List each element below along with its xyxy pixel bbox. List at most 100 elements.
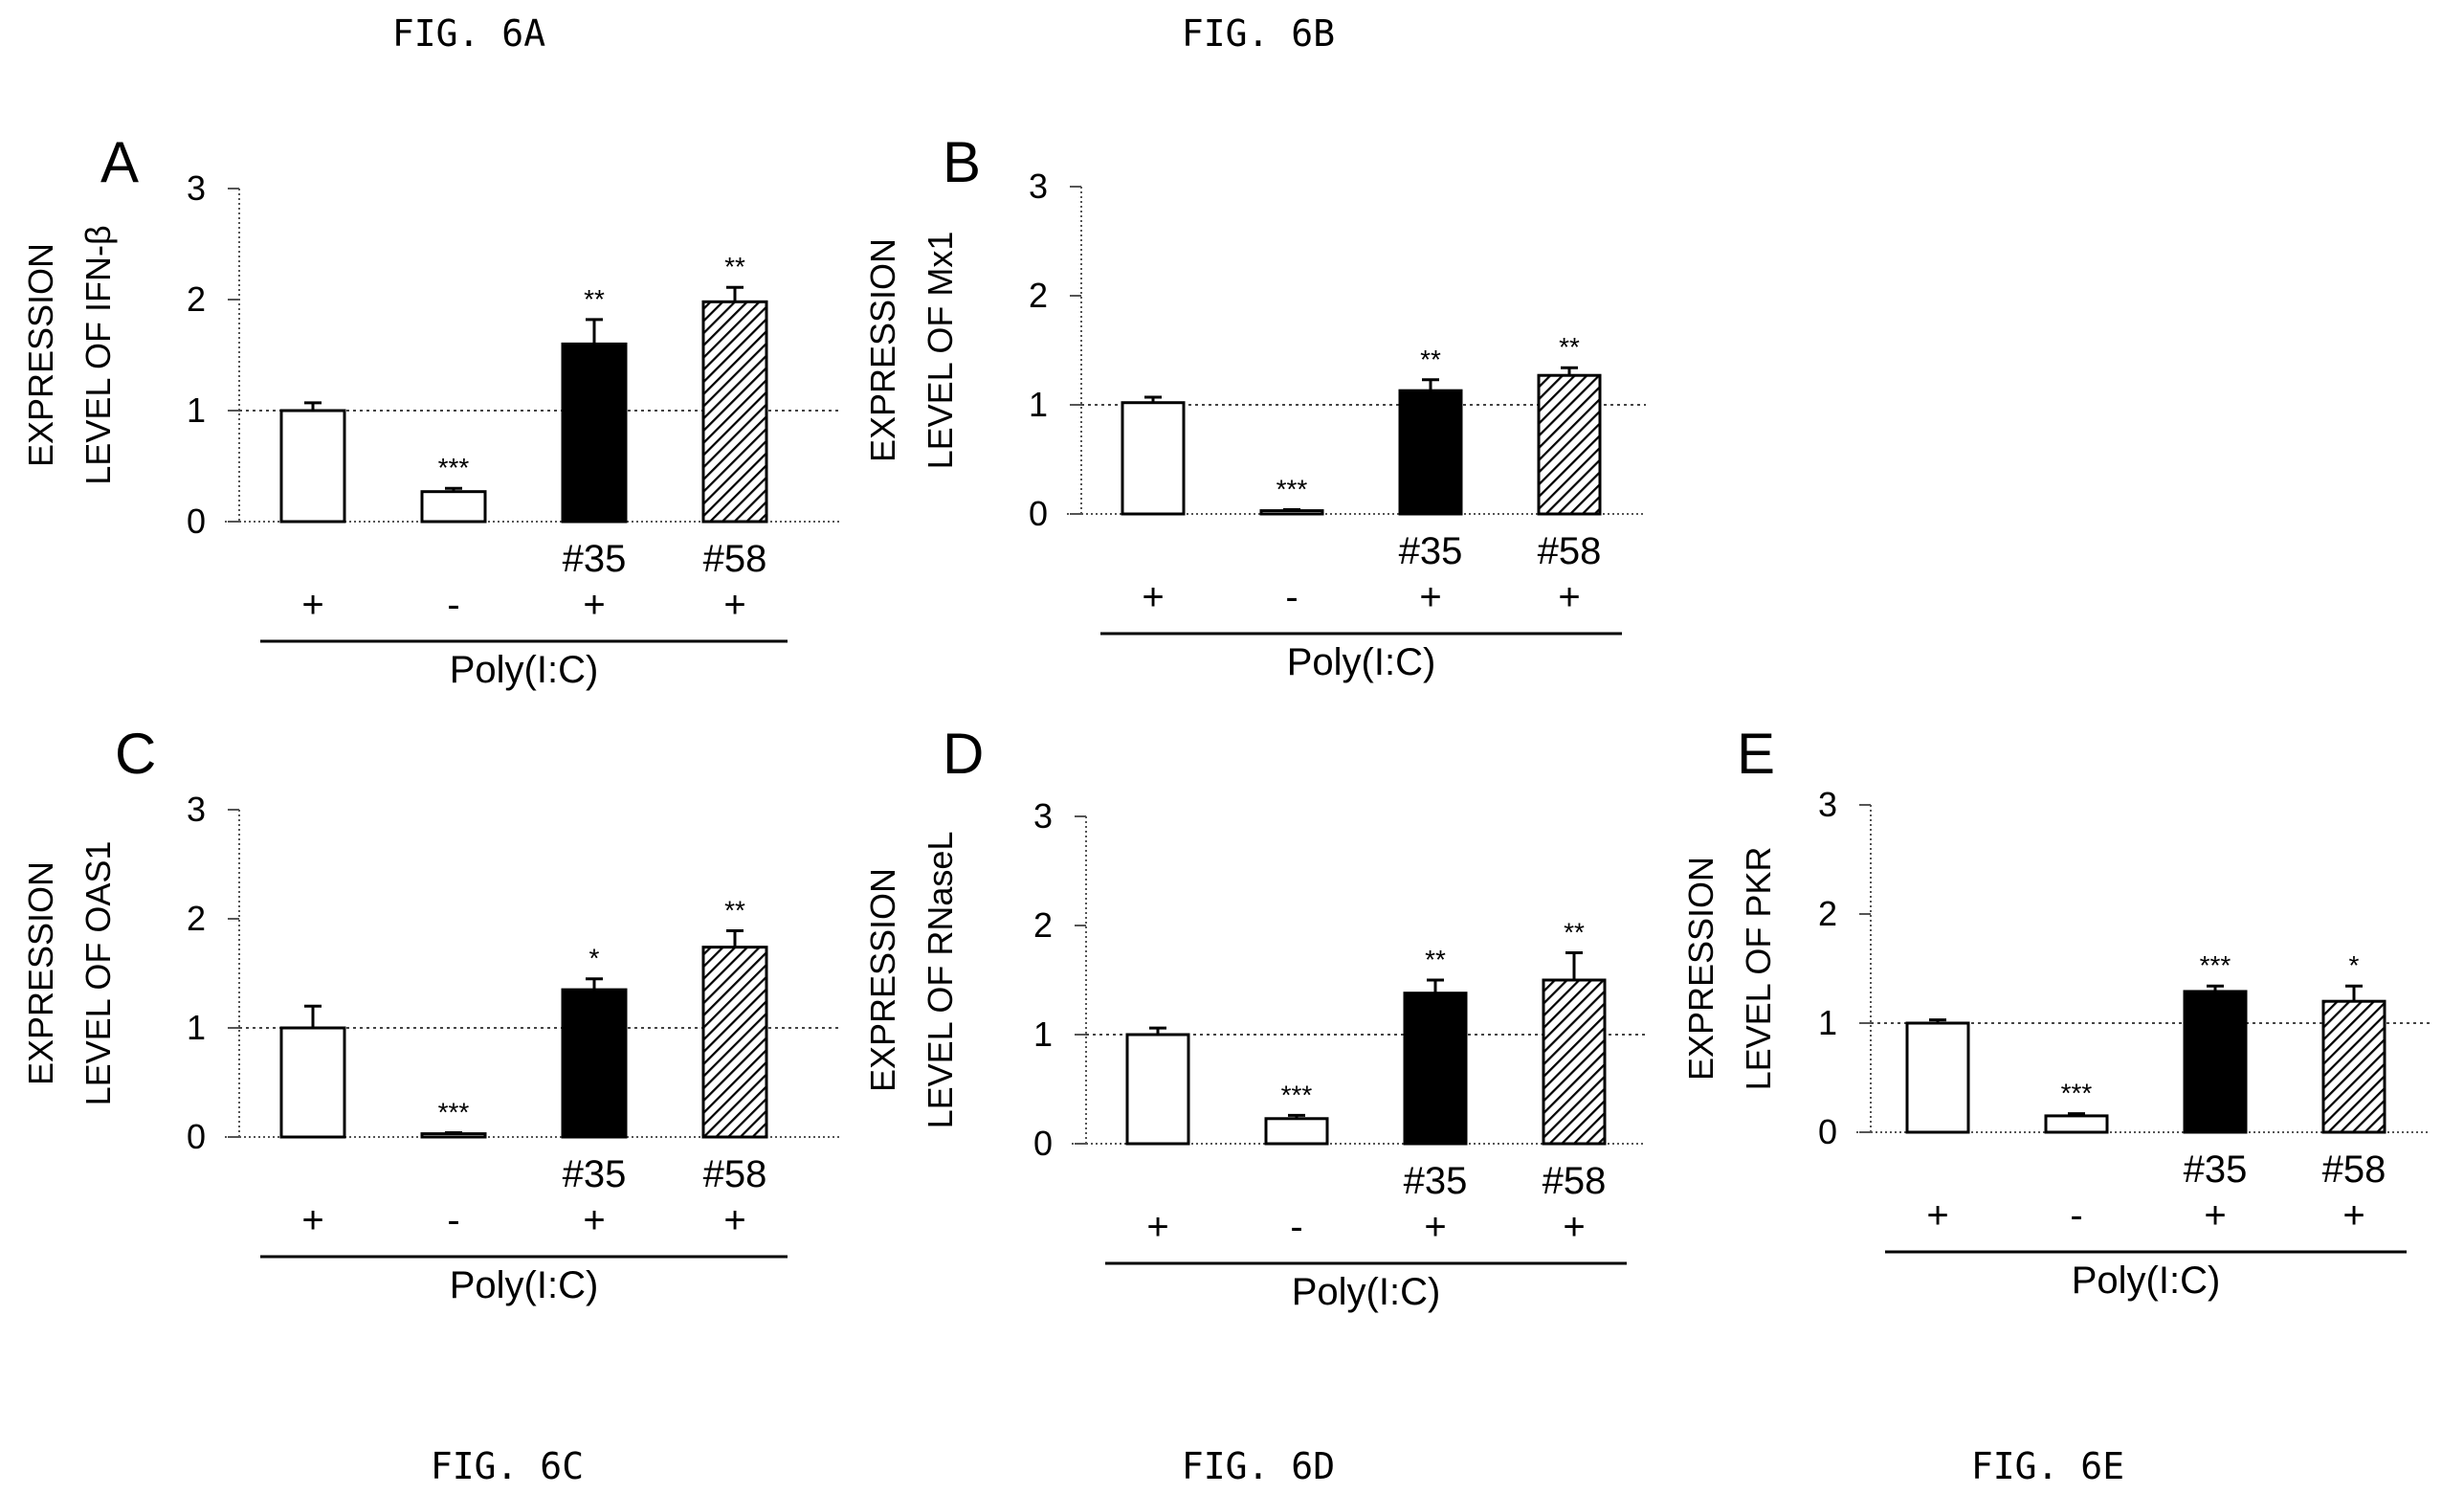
bar	[1403, 992, 1468, 1146]
figure-caption: FIG. 6C	[431, 1445, 584, 1487]
polyic-sign: +	[1424, 1206, 1446, 1248]
significance-label: ***	[2200, 950, 2231, 980]
bar	[1537, 373, 1602, 516]
bar	[1264, 1117, 1329, 1146]
x-axis-title: Poly(I:C)	[1287, 641, 1436, 683]
panel-letter: A	[100, 130, 139, 194]
bar	[701, 300, 768, 524]
polyic-sign: +	[583, 1199, 605, 1241]
y-tick-label: 1	[187, 390, 206, 430]
figure-caption: FIG. 6E	[1971, 1445, 2124, 1487]
y-axis-label: EXPRESSION	[21, 243, 60, 467]
panel-letter: B	[943, 130, 981, 194]
figure-caption: FIG. 6A	[392, 12, 545, 55]
significance-label: **	[1564, 918, 1585, 948]
polyic-sign: -	[447, 584, 459, 626]
bar	[1125, 1033, 1190, 1146]
polyic-sign: +	[2342, 1194, 2364, 1237]
significance-label: ***	[1281, 1080, 1313, 1109]
category-label: #58	[703, 538, 767, 580]
bar	[1121, 401, 1186, 516]
category-label: #58	[1543, 1160, 1607, 1202]
figure-caption: FIG. 6B	[1182, 12, 1335, 55]
y-tick-label: 2	[1818, 894, 1837, 933]
category-label: #58	[2322, 1148, 2386, 1191]
panel-d: FIG. 6D D EXPRESSION LEVEL OF RNaseL 0 1 2 3 + **…	[863, 722, 1646, 1487]
bar	[561, 988, 628, 1139]
polyic-sign: +	[583, 584, 605, 626]
bar	[420, 1132, 487, 1139]
significance-label: *	[589, 944, 600, 973]
polyic-sign: -	[447, 1199, 459, 1241]
bar	[1905, 1021, 1970, 1134]
y-tick-label: 1	[1818, 1003, 1837, 1042]
bar	[279, 1026, 346, 1139]
polyic-sign: +	[301, 584, 323, 626]
y-axis-label: EXPRESSION	[863, 868, 902, 1092]
y-axis-label: LEVEL OF OAS1	[78, 841, 118, 1106]
category-label: #35	[563, 1153, 627, 1195]
bar	[1259, 509, 1324, 516]
y-tick-label: 0	[1818, 1112, 1837, 1151]
panel-letter: E	[1737, 722, 1775, 786]
y-tick-label: 3	[1029, 167, 1048, 206]
polyic-sign: +	[2204, 1194, 2226, 1237]
y-tick-label: 0	[187, 502, 206, 541]
bar	[701, 946, 768, 1139]
y-axis-label: LEVEL OF PKR	[1739, 847, 1778, 1091]
panel-e: FIG. 6E E EXPRESSION LEVEL OF PKR 0 1 2 3 + *** - *…	[1681, 722, 2431, 1487]
y-axis-label: LEVEL OF IFN-β	[78, 225, 118, 484]
polyic-sign: +	[1563, 1206, 1585, 1248]
x-axis-title: Poly(I:C)	[1292, 1271, 1441, 1313]
x-axis-title: Poly(I:C)	[450, 1264, 599, 1306]
significance-label: ***	[1276, 474, 1308, 503]
x-axis-title: Poly(I:C)	[450, 649, 599, 691]
polyic-sign: +	[1146, 1206, 1168, 1248]
significance-label: **	[724, 252, 745, 281]
y-axis-label: LEVEL OF RNaseL	[921, 832, 960, 1129]
panel-letter: C	[115, 722, 156, 786]
y-axis-label: EXPRESSION	[863, 238, 902, 462]
significance-label: **	[1425, 945, 1446, 974]
figure-caption: FIG. 6D	[1182, 1445, 1335, 1487]
y-tick-label: 3	[1818, 785, 1837, 824]
bar	[279, 409, 346, 524]
polyic-sign: -	[1285, 576, 1298, 618]
bar	[2183, 990, 2248, 1134]
polyic-sign: +	[723, 1199, 745, 1241]
bar	[1398, 389, 1463, 516]
y-tick-label: 0	[1033, 1124, 1053, 1163]
x-axis-title: Poly(I:C)	[2072, 1260, 2221, 1302]
y-axis-label: EXPRESSION	[1681, 857, 1720, 1081]
polyic-sign: +	[301, 1199, 323, 1241]
polyic-sign: +	[1558, 576, 1580, 618]
y-tick-label: 1	[187, 1008, 206, 1047]
y-tick-label: 2	[187, 899, 206, 938]
polyic-sign: +	[1926, 1194, 1948, 1237]
significance-label: **	[584, 284, 605, 314]
category-label: #35	[1404, 1160, 1468, 1202]
polyic-sign: +	[723, 584, 745, 626]
significance-label: ***	[438, 1097, 470, 1126]
polyic-sign: -	[2070, 1194, 2082, 1237]
category-label: #35	[2184, 1148, 2248, 1191]
significance-label: ***	[438, 453, 470, 482]
polyic-sign: -	[1290, 1206, 1302, 1248]
y-tick-label: 2	[1029, 276, 1048, 315]
category-label: #35	[1399, 530, 1463, 572]
y-tick-label: 0	[1029, 494, 1048, 533]
panel-letter: D	[943, 722, 984, 786]
y-tick-label: 3	[187, 790, 206, 829]
bar	[420, 490, 487, 524]
y-tick-label: 2	[187, 279, 206, 319]
bar	[2321, 999, 2386, 1134]
y-tick-label: 3	[187, 168, 206, 208]
y-tick-label: 1	[1033, 1015, 1053, 1054]
y-tick-label: 2	[1033, 905, 1053, 945]
y-tick-label: 3	[1033, 796, 1053, 836]
category-label: #58	[1538, 530, 1602, 572]
y-axis-label: LEVEL OF Mx1	[921, 232, 960, 470]
bar	[1542, 978, 1607, 1146]
